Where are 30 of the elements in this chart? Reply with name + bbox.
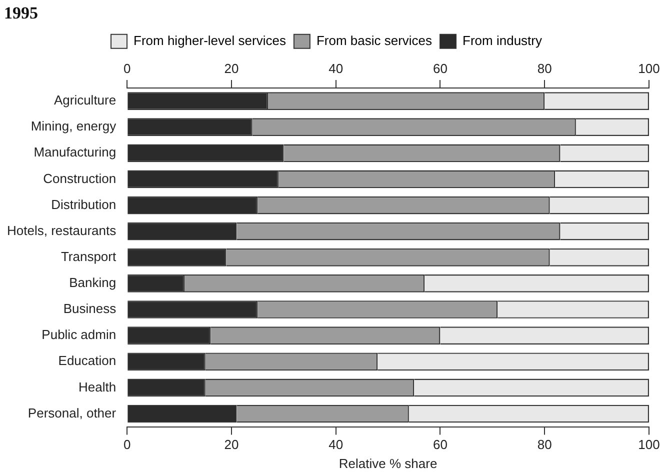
legend-label: From higher-level services (134, 32, 286, 48)
y-tick-label: Banking (69, 275, 116, 290)
x-tick-label: 40 (328, 60, 344, 76)
x-tick-label: 60 (433, 60, 448, 76)
x2-tick-label: 20 (224, 437, 239, 452)
x2-tick-label: 100 (638, 437, 660, 452)
y-tick-label: Construction (43, 170, 116, 186)
legend-label: From industry (462, 32, 542, 48)
x-tick-label: 100 (638, 60, 660, 76)
x-tick-label: 0 (123, 60, 131, 76)
y-tick-label: Distribution (51, 196, 116, 212)
y-tick-label: Business (63, 301, 117, 316)
y-tick-label: Hotels, restaurants (6, 222, 117, 238)
y-tick-label: Manufacturing (34, 144, 116, 160)
y-tick-label: Transport (60, 248, 116, 264)
x-axis-title: Relative % share (338, 456, 438, 471)
y-tick-label: Mining, energy (30, 118, 117, 134)
x2-tick-label: 0 (123, 437, 131, 452)
x2-tick-label: 80 (537, 437, 552, 452)
y-tick-label: Agriculture (54, 92, 116, 108)
legend-label: From basic services (316, 32, 433, 48)
x2-tick-label: 40 (328, 437, 344, 452)
x-tick-label: 20 (224, 60, 239, 76)
x-tick-label: 80 (537, 60, 552, 76)
y-tick-label: Health (78, 379, 116, 394)
y-tick-label: Personal, other (28, 405, 117, 420)
x2-tick-label: 60 (433, 437, 448, 452)
chart-title: 1995 (4, 4, 38, 23)
y-tick-label: Education (58, 353, 116, 368)
y-tick-label: Public admin (42, 327, 116, 342)
